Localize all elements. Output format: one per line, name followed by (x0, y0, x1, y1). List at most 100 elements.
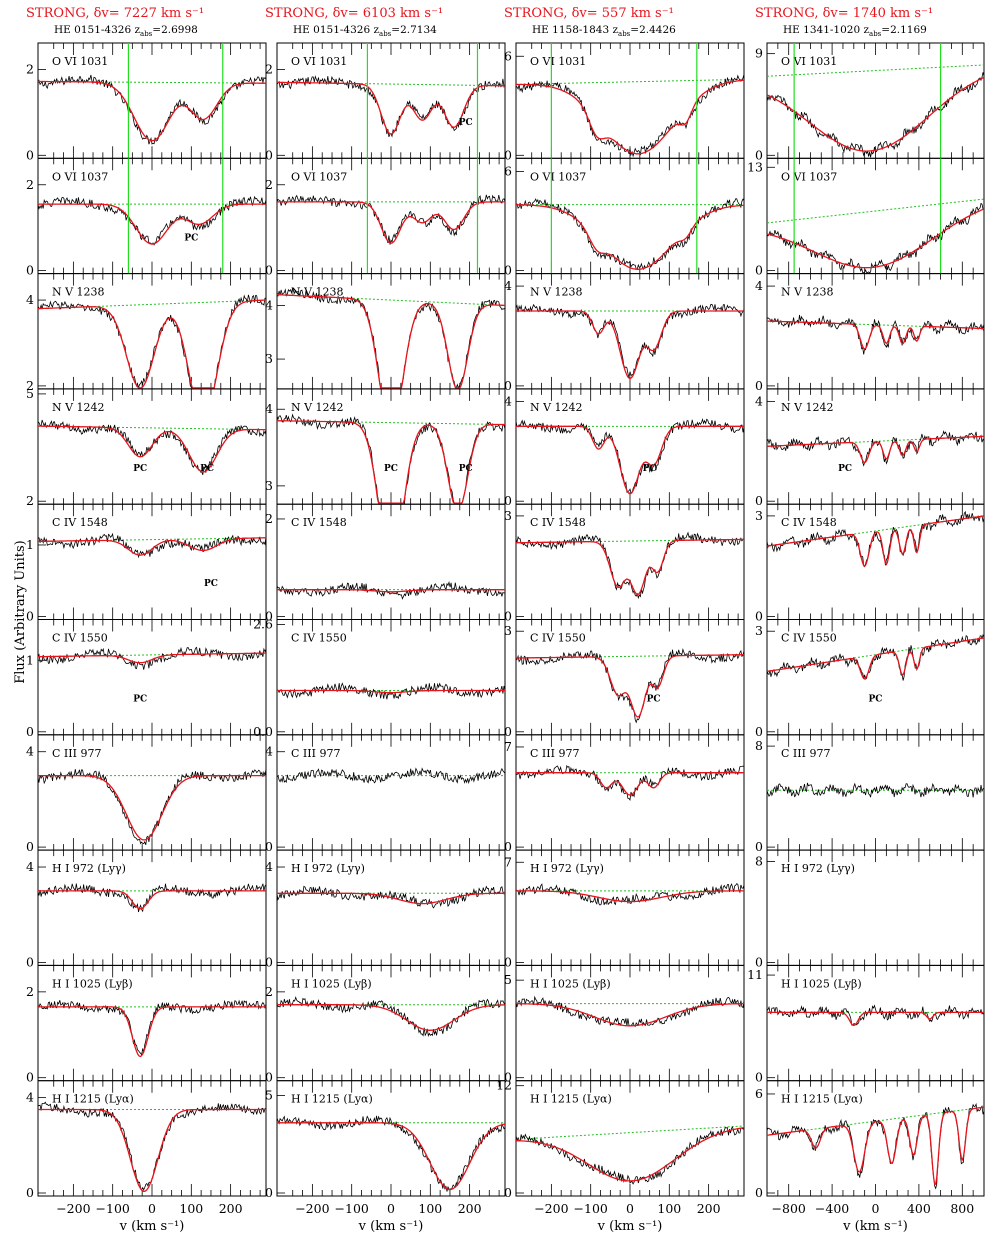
y-tick-label: 4 (26, 292, 34, 307)
flux-data-line (37, 646, 267, 670)
y-tick-label: 0 (755, 1185, 763, 1200)
panel-label: N V 1242 (291, 401, 344, 414)
y-tick-label: 0 (504, 493, 512, 508)
model-fit-line (766, 1106, 985, 1185)
x-tick-label: 200 (458, 1201, 482, 1216)
spectrum-panel: 0 3 C IV 1550 PC (504, 619, 745, 739)
spectrum-panel: 0 5 H I 1215 (Lyα) (265, 1080, 506, 1200)
flux-data-line (276, 194, 506, 245)
y-tick-label: 7 (504, 854, 512, 869)
spectrum-panel: 0 4 C III 977 (26, 734, 267, 854)
y-tick-label: 9 (755, 46, 763, 61)
y-tick-label: 4 (755, 278, 763, 293)
x-axis-label: v (km s⁻¹) (119, 1219, 185, 1234)
y-tick-label: 0 (504, 263, 512, 278)
chart-column-2: STRONG, δv= 6103 km s⁻¹ HE 0151-4326 zabs… (253, 6, 506, 1234)
model-fit-line (38, 203, 266, 245)
flux-data-line (276, 767, 506, 785)
pc-label: PC (184, 233, 198, 243)
panel-label: C IV 1550 (52, 632, 108, 645)
panel-label: H I 972 (Lyγ) (52, 862, 126, 875)
panel-label: C IV 1550 (530, 632, 586, 645)
pc-label: PC (384, 464, 398, 474)
y-tick-label: 4 (26, 1090, 34, 1105)
spectrum-panel: 0 13 O VI 1037 (747, 157, 985, 278)
y-tick-label: 0 (755, 1070, 763, 1085)
x-tick-label: −100 (96, 1201, 130, 1216)
flux-data-line (37, 768, 267, 845)
panel-label: C IV 1550 (291, 632, 347, 645)
spectrum-panel: 0 8 C III 977 (755, 734, 985, 854)
y-tick-label: 0 (755, 724, 763, 739)
model-fit-line (38, 299, 266, 389)
x-tick-label: 0 (626, 1201, 634, 1216)
y-tick-label: 0 (755, 147, 763, 162)
panel-label: O VI 1037 (530, 170, 586, 183)
chart-column-1: STRONG, δv= 7227 km s⁻¹ HE 0151-4326 zabs… (26, 6, 267, 1234)
y-tick-label: 2 (26, 493, 34, 508)
model-fit-line (38, 537, 266, 556)
y-tick-label: 3 (504, 508, 512, 523)
y-tick-label: 0 (504, 1070, 512, 1085)
y-tick-label: 0 (26, 609, 34, 624)
spectrum-panel: 0 4 N V 1242 PC (755, 388, 985, 508)
panel-label: C IV 1550 (781, 632, 837, 645)
panel-label: N V 1242 (530, 401, 583, 414)
column-subtitle: HE 0151-4326 zabs=2.7134 (293, 24, 437, 38)
flux-data-line (515, 995, 745, 1028)
spectrum-panel: 0 3 C IV 1548 (504, 503, 745, 624)
spectrum-panel: 0 2 O VI 1037 (265, 157, 506, 278)
spectrum-panel: 0 6 H I 1215 (Lyα) (755, 1080, 985, 1200)
model-fit-line (38, 425, 266, 473)
model-fit-line (277, 689, 505, 694)
model-fit-line (767, 1011, 984, 1027)
y-tick-label: 3 (504, 623, 512, 638)
y-tick-label: 0 (265, 954, 273, 969)
y-axis-label: Flux (Arbitrary Units) (13, 540, 28, 684)
flux-data-line (766, 430, 985, 467)
y-tick-label: 0 (265, 609, 273, 624)
x-tick-label: 200 (697, 1201, 721, 1216)
pc-label: PC (459, 118, 473, 128)
flux-data-line (515, 1126, 745, 1185)
y-tick-label: 0 (504, 147, 512, 162)
spectrum-panel: 0 12 H I 1215 (Lyα) (496, 1078, 745, 1200)
model-fit-line (277, 1004, 505, 1031)
spectrum-panel: 0 3 C IV 1550 PC (755, 619, 985, 739)
flux-data-line (766, 314, 985, 355)
x-axis-label: v (km s⁻¹) (358, 1219, 424, 1234)
y-tick-label: 11 (747, 967, 763, 982)
model-fit-line (277, 892, 505, 905)
column-title: STRONG, δv= 557 km s⁻¹ (504, 6, 674, 21)
x-axis-label: v (km s⁻¹) (842, 1219, 908, 1234)
model-fit-line (516, 1003, 744, 1027)
panel-label: C IV 1548 (291, 516, 347, 529)
y-tick-label: 7 (504, 739, 512, 754)
spectrum-panel: 0 6 O VI 1037 (504, 157, 745, 278)
x-tick-label: 100 (657, 1201, 681, 1216)
y-tick-label: 0 (755, 493, 763, 508)
y-tick-label: 5 (265, 1087, 273, 1102)
panel-label: H I 1025 (Lyβ) (291, 977, 372, 990)
chart-column-3: STRONG, δv= 557 km s⁻¹ HE 1158-1843 zabs=… (496, 6, 745, 1234)
y-tick-label: 2 (26, 984, 34, 999)
y-tick-label: 0 (504, 954, 512, 969)
y-tick-label: 2 (265, 984, 273, 999)
y-tick-label: 1 (26, 537, 34, 552)
flux-data-line (276, 996, 506, 1038)
flux-data-line (37, 294, 267, 390)
y-tick-label: 5 (504, 972, 512, 987)
model-fit-line (766, 208, 985, 269)
spectrum-panel: 0 4 N V 1238 (504, 273, 745, 393)
panel-label: N V 1238 (52, 286, 105, 299)
panel-label: C III 977 (530, 747, 579, 760)
flux-data-line (37, 419, 267, 475)
spectrum-panel: 0 4 N V 1242 PC (504, 388, 745, 508)
x-tick-label: −200 (295, 1201, 329, 1216)
spectrum-panel: 0 2 O VI 1037 PC (26, 157, 267, 278)
x-tick-label: 0 (872, 1201, 880, 1216)
flux-data-line (515, 648, 745, 724)
panel-label: H I 972 (Lyγ) (530, 862, 604, 875)
y-tick-label: 2 (26, 61, 34, 76)
pc-label: PC (869, 695, 883, 705)
